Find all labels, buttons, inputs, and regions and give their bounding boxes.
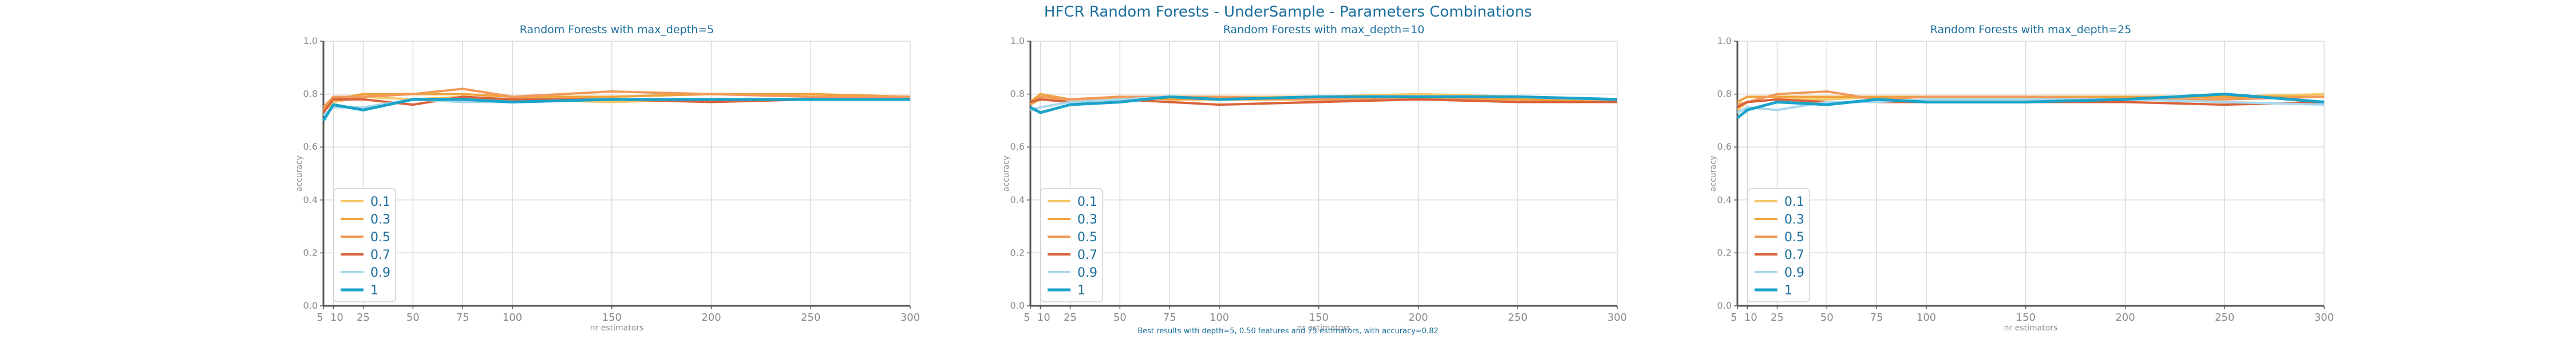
chart-2: 5 10 25 50 75 100 150 200 250 300 0.0 0.2 0.4 0.6 0.8 1…	[1002, 23, 1627, 333]
x-tick-label: 200	[701, 312, 721, 324]
series-line-1	[1029, 95, 1618, 114]
y-tick-label: 0.6	[1717, 141, 1732, 152]
y-axis-label: accuracy	[295, 155, 304, 192]
y-tick-label: 0.2	[303, 247, 318, 258]
y-tick-label: 0.8	[1717, 89, 1732, 99]
legend-label: 0.5	[1784, 230, 1804, 245]
y-tick-label: 0.4	[303, 194, 318, 205]
x-tick-label: 25	[1064, 312, 1077, 324]
y-tick-label: 0.6	[303, 141, 318, 152]
legend-label: 0.7	[1077, 248, 1097, 262]
y-tick-label: 1.0	[1717, 35, 1732, 46]
x-tick-label: 100	[503, 312, 522, 324]
y-tick-label: 0.2	[1717, 247, 1732, 258]
x-axis-label: nr estimators	[2004, 324, 2058, 333]
x-tick-label: 25	[357, 312, 370, 324]
legend-label: 1	[1077, 284, 1085, 298]
y-tick-label: 0.0	[1010, 300, 1025, 311]
y-tick-label: 0.0	[303, 300, 318, 311]
y-tick-label: 0.4	[1010, 194, 1025, 205]
figure-title: HFCR Random Forests - UnderSample - Para…	[1044, 3, 1532, 21]
y-axis-label: accuracy	[1709, 155, 1718, 192]
chart-3: 5 10 25 50 75 100 150 200 250 300 0.0 0.2 0.4 0.6 0.8 1…	[1709, 23, 2334, 333]
legend-label: 0.9	[370, 266, 390, 280]
chart-title: Random Forests with max_depth=10	[1223, 23, 1425, 36]
x-axis-label: nr estimators	[590, 324, 644, 333]
series-line-1	[322, 98, 910, 122]
x-tick-label: 5	[317, 312, 323, 324]
x-tick-label: 300	[1607, 312, 1627, 324]
y-tick-label: 0.8	[303, 89, 318, 99]
x-tick-label: 100	[1917, 312, 1936, 324]
y-tick-label: 0.4	[1717, 194, 1732, 205]
legend-label: 0.5	[370, 230, 390, 245]
series-line-0-5	[322, 87, 910, 109]
chart-title: Random Forests with max_depth=5	[520, 23, 714, 36]
series-line-1	[1736, 93, 2325, 119]
x-tick-label: 200	[2115, 312, 2135, 324]
legend-label: 0.1	[1784, 195, 1804, 209]
x-tick-label: 250	[1508, 312, 1527, 324]
x-tick-label: 300	[900, 312, 920, 324]
legend-label: 0.7	[370, 248, 390, 262]
legend-box	[1747, 188, 1810, 302]
legend-box	[333, 188, 396, 302]
legend-label: 0.7	[1784, 248, 1804, 262]
legend-label: 0.9	[1077, 266, 1097, 280]
x-tick-label: 75	[1870, 312, 1883, 324]
legend-label: 0.9	[1784, 266, 1804, 280]
x-tick-label: 100	[1210, 312, 1229, 324]
y-tick-label: 1.0	[1010, 35, 1025, 46]
x-tick-label: 10	[1037, 312, 1050, 324]
legend-label: 0.1	[1077, 195, 1097, 209]
x-tick-label: 5	[1730, 312, 1737, 324]
x-tick-label: 150	[2016, 312, 2036, 324]
y-tick-label: 0.6	[1010, 141, 1025, 152]
legend-box	[1040, 188, 1103, 302]
x-tick-label: 75	[456, 312, 469, 324]
x-tick-label: 10	[1744, 312, 1757, 324]
x-tick-label: 10	[330, 312, 343, 324]
y-tick-label: 1.0	[303, 35, 318, 46]
y-tick-label: 0.2	[1010, 247, 1025, 258]
legend-label: 0.3	[1077, 213, 1097, 227]
x-tick-label: 50	[406, 312, 420, 324]
y-axis-label: accuracy	[1002, 155, 1011, 192]
x-tick-label: 300	[2314, 312, 2334, 324]
series-line-0-5	[1737, 90, 2325, 106]
y-tick-label: 0.0	[1717, 300, 1732, 311]
legend-label: 0.3	[1784, 213, 1804, 227]
chart-title: Random Forests with max_depth=25	[1930, 23, 2132, 36]
x-tick-label: 150	[602, 312, 622, 324]
y-tick-label: 0.8	[1010, 89, 1025, 99]
best-result-note: Best results with depth=5, 0.50 features…	[1137, 327, 1439, 336]
x-tick-label: 50	[1113, 312, 1127, 324]
x-tick-label: 50	[1820, 312, 1834, 324]
chart-1: 5 10 25 50 75 100 150 200 250 300 0.0 0.2 0.4 0.6 0.8 1…	[295, 23, 920, 333]
legend-label: 0.3	[370, 213, 390, 227]
legend-label: 0.1	[370, 195, 390, 209]
x-tick-label: 150	[1309, 312, 1329, 324]
x-axis-label: nr estimators	[1297, 324, 1351, 333]
legend-label: 1	[1784, 284, 1792, 298]
legend-label: 1	[370, 284, 378, 298]
x-tick-label: 25	[1771, 312, 1784, 324]
x-tick-label: 250	[2215, 312, 2234, 324]
x-tick-label: 5	[1024, 312, 1030, 324]
x-tick-label: 75	[1163, 312, 1176, 324]
x-tick-label: 250	[801, 312, 820, 324]
series-line-0-7	[1030, 98, 1617, 106]
legend-label: 0.5	[1077, 230, 1097, 245]
x-tick-label: 200	[1408, 312, 1428, 324]
